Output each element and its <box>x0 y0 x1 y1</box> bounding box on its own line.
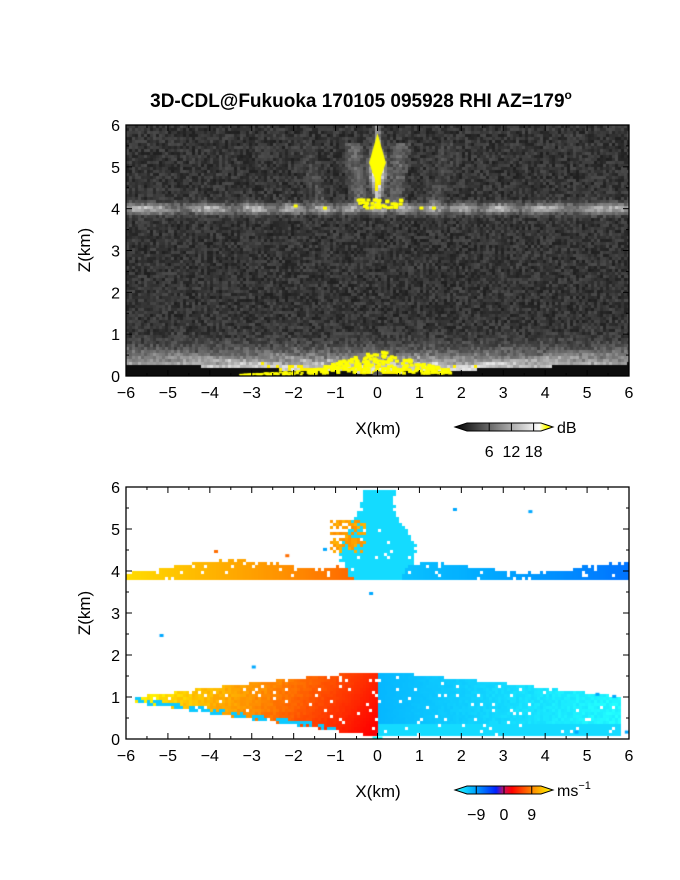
velocity-plot-area <box>126 487 629 739</box>
x-tick-label: 5 <box>583 385 592 402</box>
x-tick-label: 0 <box>373 748 382 765</box>
reflectivity-colorbar: 6 12 18 dB <box>453 420 577 461</box>
x-tick-label: 2 <box>457 385 466 402</box>
y-tick-label: 0 <box>111 732 120 749</box>
x-tick-label: −5 <box>159 748 177 765</box>
x-tick-label: 6 <box>625 385 634 402</box>
reflectivity-colorbar-unit: dB <box>557 420 577 437</box>
velocity-xlabel: X(km) <box>355 782 400 801</box>
x-tick-label: −4 <box>201 385 219 402</box>
colorbar-tick-label: 6 <box>485 444 494 461</box>
x-tick-label: 0 <box>373 385 382 402</box>
x-tick-label: 1 <box>415 385 424 402</box>
x-tick-label: −5 <box>159 385 177 402</box>
x-tick-label: −2 <box>285 748 303 765</box>
y-tick-label: 2 <box>111 285 120 302</box>
y-tick-label: 1 <box>111 690 120 707</box>
colorbar-tick-label: 18 <box>525 444 543 461</box>
colorbar-tick-label: 9 <box>527 807 536 824</box>
x-tick-label: −3 <box>243 385 261 402</box>
y-tick-label: 5 <box>111 160 120 177</box>
y-tick-label: 1 <box>111 327 120 344</box>
velocity-colorbar: −9 0 9 ms−1 <box>453 780 591 824</box>
reflectivity-axis-ticks: −6 −5 −4 −3 −2 −1 0 1 2 3 4 5 6 0 1 2 3 4 5 6 <box>111 118 633 402</box>
x-tick-label: −1 <box>326 748 344 765</box>
y-tick-label: 4 <box>111 564 120 581</box>
y-tick-label: 3 <box>111 244 120 261</box>
x-tick-label: 4 <box>541 385 550 402</box>
y-tick-label: 3 <box>111 606 120 623</box>
x-tick-label: 2 <box>457 748 466 765</box>
colorbar-tick-label: 0 <box>500 807 509 824</box>
x-tick-label: −1 <box>326 385 344 402</box>
reflectivity-plot-area <box>126 125 629 376</box>
y-tick-label: 6 <box>111 480 120 497</box>
velocity-colorbar-unit: ms−1 <box>557 780 591 800</box>
y-tick-label: 5 <box>111 522 120 539</box>
velocity-panel: −6 −5 −4 −3 −2 −1 0 1 2 3 4 5 6 0 1 2 3 4 5 6 X(km) Z(km) −… <box>75 480 634 824</box>
reflectivity-ylabel: Z(km) <box>75 228 94 272</box>
x-tick-label: −6 <box>117 385 135 402</box>
x-tick-label: −2 <box>285 385 303 402</box>
x-tick-label: 4 <box>541 748 550 765</box>
y-tick-label: 2 <box>111 648 120 665</box>
reflectivity-xlabel: X(km) <box>355 419 400 438</box>
colorbar-tick-label: −9 <box>467 807 485 824</box>
y-tick-label: 0 <box>111 369 120 386</box>
x-tick-label: 6 <box>625 748 634 765</box>
x-tick-label: 3 <box>499 748 508 765</box>
reflectivity-colorbar-bar <box>453 422 555 432</box>
y-tick-label: 6 <box>111 118 120 135</box>
x-tick-label: 3 <box>499 385 508 402</box>
x-tick-label: −6 <box>117 748 135 765</box>
velocity-axis-ticks: −6 −5 −4 −3 −2 −1 0 1 2 3 4 5 6 0 1 2 3 4 5 6 <box>111 480 633 765</box>
y-tick-label: 4 <box>111 202 120 219</box>
x-tick-label: 5 <box>583 748 592 765</box>
x-tick-label: −4 <box>201 748 219 765</box>
colorbar-tick-label: 12 <box>503 444 521 461</box>
velocity-ylabel: Z(km) <box>75 591 94 635</box>
figure-title: 3D-CDL@Fukuoka 170105 095928 RHI AZ=179o <box>150 88 572 112</box>
x-tick-label: 1 <box>415 748 424 765</box>
x-tick-label: −3 <box>243 748 261 765</box>
